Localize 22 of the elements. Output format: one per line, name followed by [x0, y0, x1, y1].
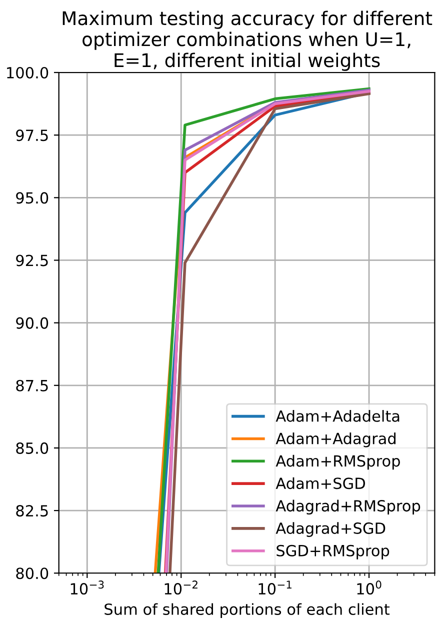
y-tick-label: 85.0 — [16, 442, 48, 454]
x-tick-label: 10$^{−1}$ — [258, 580, 292, 595]
legend-label: Adam+Adadelta — [276, 410, 400, 422]
y-tick-label: 90.0 — [16, 317, 48, 329]
chart-title: Maximum testing accuracy for different optimizer combinations when U=1, E=1, different initial weights — [62, 10, 432, 71]
y-tick-label: 97.5 — [16, 130, 48, 142]
y-tick-label: 82.5 — [16, 505, 48, 517]
legend-label: Adagrad+RMSprop — [276, 500, 420, 515]
y-tick-label: 95.0 — [16, 192, 48, 204]
y-tick-label: 80.0 — [16, 568, 48, 580]
legend-label: Adagrad+SGD — [276, 522, 386, 537]
y-tick-label: 100.0 — [7, 66, 48, 79]
legend-label: Adam+RMSprop — [276, 454, 400, 470]
x-tick-label: 10$^{0}$ — [357, 580, 382, 595]
y-tick-label: 87.5 — [16, 380, 48, 392]
legend-label: Adam+SGD — [276, 477, 365, 490]
x-axis-title: Sum of shared portions of each client — [104, 603, 390, 618]
legend-label: Adam+Adagrad — [276, 432, 396, 448]
x-tick-label: 10$^{−2}$ — [164, 580, 198, 595]
legend-label: SGD+RMSprop — [276, 544, 390, 560]
x-tick-label: 10$^{−3}$ — [70, 580, 104, 595]
y-tick-label: 92.5 — [16, 254, 48, 266]
